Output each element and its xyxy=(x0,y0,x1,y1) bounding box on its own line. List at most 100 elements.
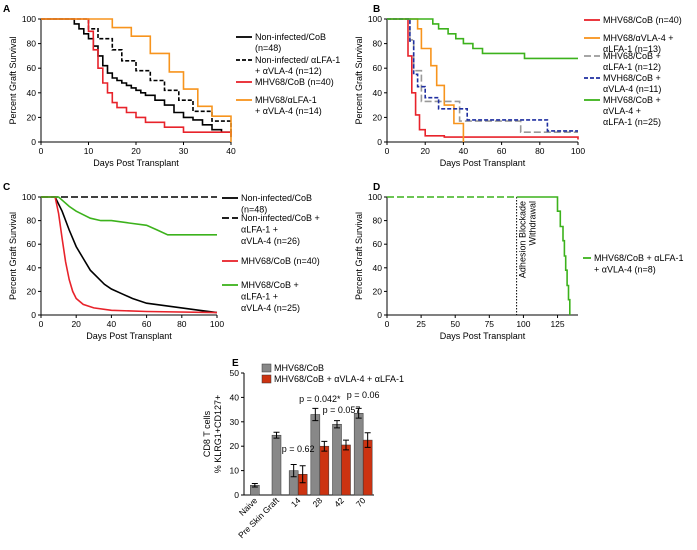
p-value-label: p = 0.06 xyxy=(347,390,380,400)
error-bar xyxy=(290,464,297,478)
y-tick-label: 40 xyxy=(27,88,37,98)
x-tick-label: 50 xyxy=(450,319,460,329)
x-tick-label: 40 xyxy=(226,146,236,156)
error-bar xyxy=(273,431,280,439)
series-line-non-infected-lfa-1-vla-4 xyxy=(41,18,232,133)
x-tick-label: 60 xyxy=(142,319,152,329)
x-axis-title: Days Post Transplant xyxy=(440,331,526,341)
series-line-mhv68-cob-vla-4-lfa-1 xyxy=(387,18,578,60)
legend-label: MHV68/αVLA-4 + xyxy=(603,33,673,43)
p-value-label: p = 0.62 xyxy=(282,444,315,454)
legend-label: MHV68/CoB + xyxy=(603,95,661,105)
legend-label: αLFA-1 (n=12) xyxy=(603,62,661,72)
bar-mhv68-cob-vla-4-lfa-1-28 xyxy=(319,445,330,496)
y-tick-label: 60 xyxy=(27,63,37,73)
panel-label: D xyxy=(373,182,380,193)
panel-label: A xyxy=(3,4,10,15)
y-tick-label: 80 xyxy=(27,39,37,49)
x-tick-label: 40 xyxy=(107,319,117,329)
y-tick-label: 40 xyxy=(373,263,383,273)
legend-label: Non-infected/ αLFA-1 xyxy=(255,55,340,65)
y-tick-label: 10 xyxy=(230,466,240,476)
y-tick-label: 100 xyxy=(368,14,382,24)
panel-b: B 0 20 40 60 80 100 0 20 40 60 80 100 Days Post Trans… xyxy=(354,4,682,168)
x-axis-title: Days Post Transplant xyxy=(440,158,526,168)
x-tick-label: 60 xyxy=(497,146,507,156)
y-tick-label: 0 xyxy=(31,137,36,147)
error-bar xyxy=(299,465,306,484)
x-tick-label: 25 xyxy=(416,319,426,329)
y-tick-label: 0 xyxy=(377,310,382,320)
series-line-non-infected-cob xyxy=(41,18,232,138)
panel-label: C xyxy=(3,182,10,193)
x-tick-label: 20 xyxy=(420,146,430,156)
series-line-mhv68-cob xyxy=(41,18,232,136)
bar-mhv68-cob-vla-4-lfa-1-70 xyxy=(362,439,373,496)
x-tick-label: 40 xyxy=(459,146,469,156)
y-tick-label: 50 xyxy=(230,368,240,378)
y-tick-label: 0 xyxy=(234,490,239,500)
legend-label: MHV68/CoB xyxy=(274,363,324,373)
x-tick-label: 75 xyxy=(485,319,495,329)
series-line-mhv68-lfa-1-vla-4 xyxy=(41,18,232,142)
y-axis-title: % KLRG1+CD127+ xyxy=(213,395,223,474)
legend-label: αVLA-4 (n=11) xyxy=(603,84,661,94)
y-tick-label: 80 xyxy=(27,216,37,226)
withdrawal-annotation: Withdrawal xyxy=(528,201,538,246)
y-axis-title: Percent Graft Survival xyxy=(8,212,18,300)
x-tick-label: 70 xyxy=(354,495,368,509)
y-tick-label: 40 xyxy=(27,263,37,273)
x-tick-label: 0 xyxy=(39,319,44,329)
series-line-non-infected-cob xyxy=(41,196,218,314)
error-bar xyxy=(343,439,349,451)
legend-swatch xyxy=(261,374,272,384)
x-tick-label: 30 xyxy=(179,146,189,156)
legend-label: Non-infected/CoB xyxy=(241,193,312,203)
legend-label: MHV68/CoB + xyxy=(241,280,299,290)
y-tick-label: 40 xyxy=(373,88,383,98)
legend-label: αVLA-4 + xyxy=(603,106,641,116)
axes xyxy=(386,19,578,143)
y-tick-label: 80 xyxy=(373,216,383,226)
p-value-label: p = 0.057 xyxy=(323,405,361,415)
x-tick-label: 80 xyxy=(535,146,545,156)
panel-c: C 0 20 40 60 80 100 0 20 40 60 80 100 Days Post Trans… xyxy=(3,182,320,341)
p-value-label: p = 0.042* xyxy=(299,394,341,404)
y-tick-label: 20 xyxy=(27,286,37,296)
bar-mhv68-cob-vla-4-lfa-1-42 xyxy=(341,444,351,496)
panel-label: E xyxy=(232,358,239,369)
y-tick-label: 20 xyxy=(27,112,37,122)
y-tick-label: 60 xyxy=(27,239,37,249)
x-tick-label: 28 xyxy=(310,495,324,509)
legend-label: αLFA-1 (n=13) xyxy=(603,44,661,54)
y-tick-label: 100 xyxy=(22,14,36,24)
y-tick-label: 60 xyxy=(373,239,383,249)
error-bar xyxy=(355,407,362,419)
y-tick-label: 60 xyxy=(373,63,383,73)
x-tick-label: 0 xyxy=(39,146,44,156)
y-tick-label: 30 xyxy=(230,417,240,427)
legend-label: Non-infected/CoB + xyxy=(241,213,320,223)
legend-label: MHV68/CoB + αVLA-4 + αLFA-1 xyxy=(274,374,404,384)
panel-d: D 0 20 40 60 80 100 0 25 50 75 100 125 Days Post Tran… xyxy=(354,182,684,341)
panel-label: B xyxy=(373,4,380,15)
x-tick-label: 100 xyxy=(516,319,530,329)
legend-label: MHV68/αLFA-1 xyxy=(255,95,317,105)
axes xyxy=(386,197,578,316)
y-tick-label: 80 xyxy=(373,39,383,49)
series-line-mhv68-vla-4-lfa-1 xyxy=(387,18,465,142)
x-tick-label: 20 xyxy=(131,146,141,156)
y-tick-label: 100 xyxy=(22,192,36,202)
y-tick-label: 20 xyxy=(230,441,240,451)
legend-label: αVLA-4 (n=25) xyxy=(241,303,300,313)
x-tick-label: 100 xyxy=(571,146,585,156)
bar-mhv68-cob-28 xyxy=(310,414,321,496)
legend-label: MHV68/CoB (n=40) xyxy=(603,15,682,25)
error-bar xyxy=(321,440,328,452)
y-tick-label: 100 xyxy=(368,192,382,202)
x-tick-label: 100 xyxy=(210,319,224,329)
x-tick-label: 10 xyxy=(84,146,94,156)
legend-label: MHV68/CoB (n=40) xyxy=(241,256,320,266)
y-tick-label: 20 xyxy=(373,286,383,296)
